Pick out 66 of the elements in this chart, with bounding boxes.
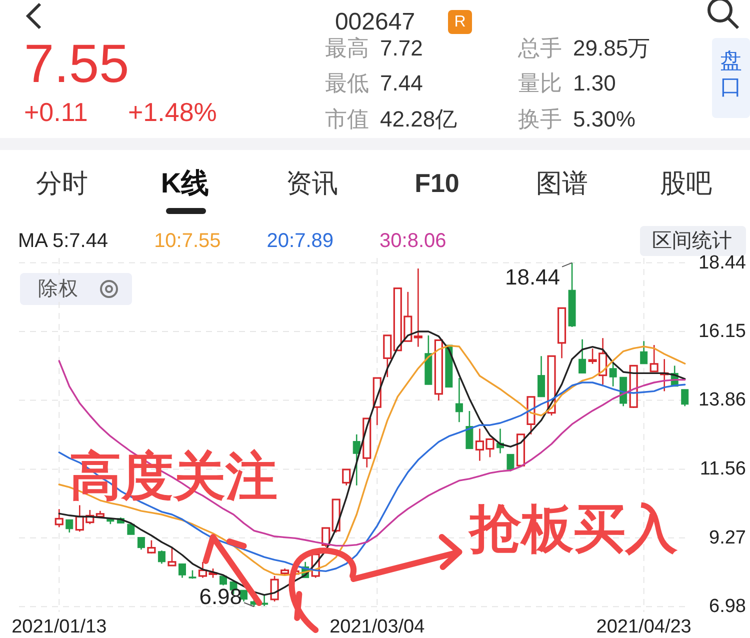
y-tick-label: 6.98 (709, 596, 746, 618)
text: R (454, 14, 466, 30)
y-tick-label: 16.15 (698, 321, 746, 342)
text: 资讯 (286, 168, 338, 198)
candlestick (640, 340, 648, 365)
text: 7.72 (380, 36, 423, 60)
candlestick (66, 518, 74, 534)
candlestick (342, 468, 351, 486)
text: 量比 (518, 70, 562, 96)
text: 7.55 (24, 34, 130, 94)
text: 图谱 (536, 168, 588, 198)
text: 换手 (518, 106, 562, 132)
candlestick (147, 540, 156, 554)
y-tick-label: 13.86 (698, 390, 746, 411)
annotation: 6.98 (199, 584, 242, 610)
text: 市值 (325, 106, 369, 132)
text: +1.48% (128, 97, 217, 127)
annotation: 18.44 (504, 264, 560, 290)
candlestick (178, 563, 186, 578)
x-tick-label: 2021/01/13 (12, 616, 107, 638)
candlestick (270, 575, 279, 602)
text: 30:8.06 (380, 230, 446, 252)
text: 盘口 (720, 48, 742, 98)
candlestick (650, 344, 658, 372)
text: 7.44 (380, 70, 423, 96)
y-tick-label: 9.27 (709, 527, 746, 548)
x-tick-label: 2021/03/04 (330, 616, 426, 638)
candlestick (506, 454, 514, 472)
text: 20:7.89 (266, 230, 334, 252)
y-tick-label: 11.56 (700, 458, 746, 480)
y-tick-label: 18.44 (698, 252, 746, 274)
candlestick (466, 410, 474, 450)
candlestick (54, 508, 64, 528)
text: 股吧 (660, 168, 712, 198)
text: 002647 (334, 8, 416, 36)
text: 总手 (517, 36, 562, 60)
candlestick (538, 355, 545, 398)
candlestick (455, 377, 463, 423)
text: 分时 (36, 168, 88, 198)
candlestick (260, 594, 268, 607)
candlestick (168, 546, 176, 566)
text: 29.85万 (573, 36, 650, 60)
candlestick (322, 527, 330, 548)
text: 区间统计 (652, 230, 732, 252)
text: +0.11 (24, 97, 88, 127)
text: MA 5:7.44 (18, 230, 108, 252)
candlestick (352, 434, 360, 486)
text: 10:7.55 (154, 230, 221, 252)
text: 42.28亿 (380, 106, 458, 132)
candlestick (681, 388, 689, 407)
candlestick (137, 536, 145, 550)
text: 1.30 (573, 70, 616, 96)
candlestick (220, 575, 227, 586)
candlestick (383, 334, 392, 378)
candlestick (578, 338, 586, 374)
x-tick-label: 2021/04/23 (596, 616, 692, 638)
candlestick (158, 550, 166, 564)
text: 5.30% (573, 106, 636, 132)
text: 最高 (325, 36, 369, 60)
text: F10 (414, 168, 460, 198)
text: 最低 (325, 70, 369, 96)
text: K线 (160, 168, 210, 198)
annotation: 除权 (38, 278, 78, 300)
candlestick (414, 268, 422, 348)
annotation: 抢板买入 (467, 500, 678, 558)
candlestick (609, 362, 617, 388)
